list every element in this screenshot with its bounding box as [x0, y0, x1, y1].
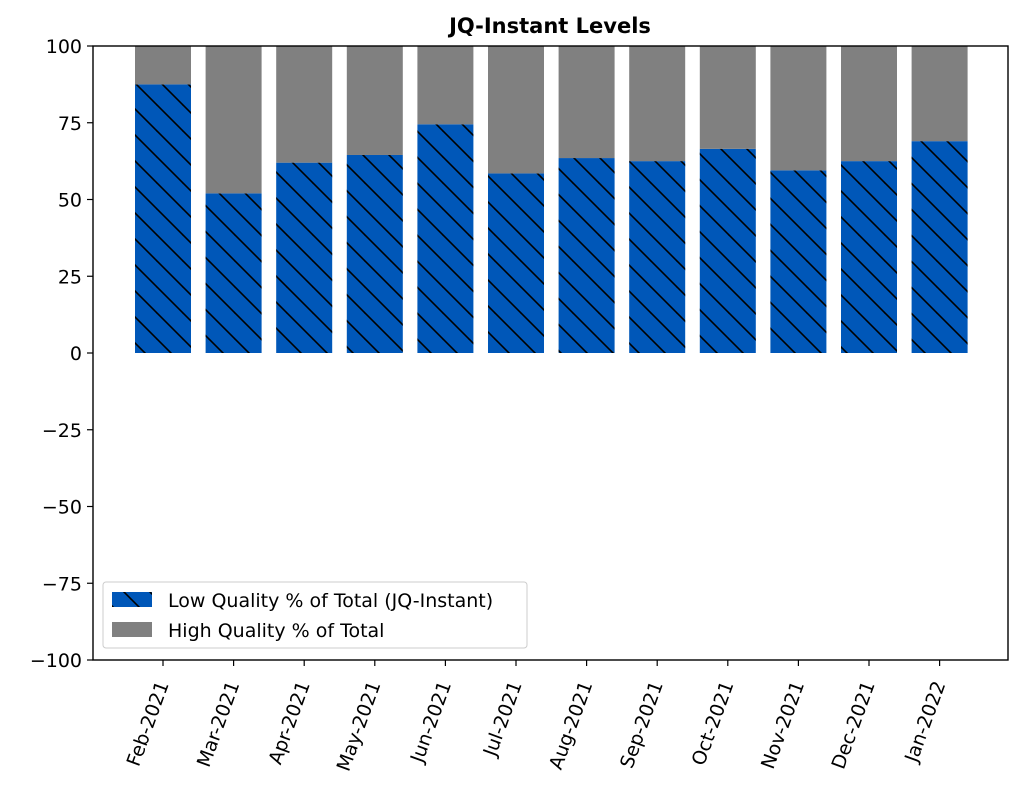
bar-high-quality-Jun-2021 [417, 46, 474, 125]
x-tick-label: May-2021 [333, 678, 386, 774]
y-tick-label: −50 [42, 497, 82, 519]
bar-high-quality-Apr-2021 [276, 46, 333, 163]
bar-low-quality-hatch-Apr-2021 [276, 162, 333, 353]
legend: Low Quality % of Total (JQ-Instant) High … [102, 581, 528, 649]
chart-title: JQ-Instant Levels [447, 14, 651, 38]
x-tick-label: Mar-2021 [193, 678, 244, 770]
bar-high-quality-Nov-2021 [770, 46, 827, 171]
bar-low-quality-hatch-Jul-2021 [488, 173, 544, 353]
bar-high-quality-Oct-2021 [699, 46, 756, 149]
bar-low-quality-hatch-Dec-2021 [841, 161, 897, 353]
legend-label: Low Quality % of Total (JQ-Instant) [168, 590, 493, 612]
y-tick-label: −75 [42, 573, 82, 595]
bar-low-quality-hatch-May-2021 [346, 154, 403, 353]
bar-low-quality-hatch-Jun-2021 [417, 124, 474, 353]
x-tick-label: Sep-2021 [616, 678, 668, 771]
bar-high-quality-May-2021 [346, 46, 403, 155]
x-tick-label: Jan-2022 [900, 678, 950, 766]
bar-high-quality-Jan-2022 [911, 46, 968, 142]
bar-high-quality-Mar-2021 [205, 46, 262, 194]
x-tick-label: Feb-2021 [123, 678, 174, 769]
legend-swatch-low-quality-hatch [112, 592, 152, 607]
bar-high-quality-Aug-2021 [558, 46, 615, 159]
x-tick-label: Apr-2021 [265, 678, 315, 767]
x-tick-label: Aug-2021 [545, 678, 597, 772]
x-tick-label: Nov-2021 [757, 678, 809, 772]
bar-high-quality-Feb-2021 [135, 46, 191, 85]
x-tick-label: Oct-2021 [688, 678, 739, 768]
legend-box [102, 581, 528, 649]
y-tick-label: −25 [42, 420, 82, 442]
y-tick-label: 75 [58, 113, 82, 135]
bar-high-quality-Dec-2021 [841, 46, 897, 162]
bar-low-quality-hatch-Sep-2021 [629, 161, 686, 353]
bar-low-quality-hatch-Jan-2022 [911, 141, 968, 353]
y-tick-label: −100 [30, 650, 82, 672]
bar-low-quality-hatch-Oct-2021 [699, 148, 756, 353]
y-tick-label: 100 [46, 36, 82, 58]
bar-high-quality-Sep-2021 [629, 46, 686, 162]
legend-swatch-high-quality [112, 622, 152, 637]
y-tick-label: 25 [58, 266, 82, 288]
bar-low-quality-hatch-Aug-2021 [558, 158, 615, 353]
legend-label: High Quality % of Total [168, 620, 384, 642]
bar-high-quality-Jul-2021 [488, 46, 544, 174]
bar-low-quality-hatch-Mar-2021 [205, 193, 262, 353]
bar-low-quality-hatch-Feb-2021 [135, 84, 191, 353]
y-tick-label: 0 [70, 343, 82, 365]
x-tick-label: Jul-2021 [479, 678, 527, 760]
y-tick-label: 50 [58, 190, 82, 212]
x-tick-label: Jun-2021 [406, 678, 456, 766]
x-tick-label: Dec-2021 [828, 678, 880, 772]
bar-low-quality-hatch-Nov-2021 [770, 170, 827, 353]
